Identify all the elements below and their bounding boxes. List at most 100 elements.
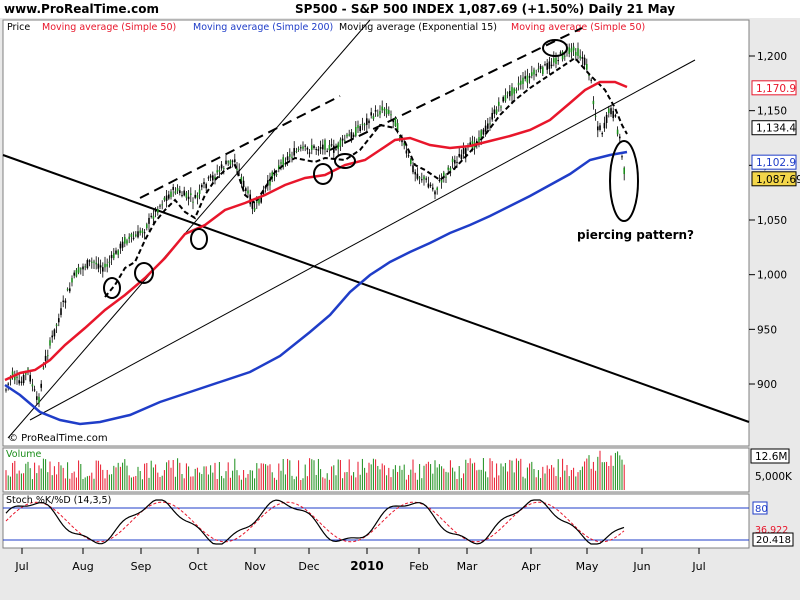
price-candle-body bbox=[174, 191, 177, 194]
price-candle-body bbox=[429, 184, 432, 187]
price-candle-body bbox=[513, 88, 515, 94]
price-candle-body bbox=[104, 263, 106, 268]
price-candle-body bbox=[278, 165, 280, 170]
price-candle-body bbox=[559, 52, 562, 54]
price-candle-body bbox=[594, 115, 597, 117]
price-candle-body bbox=[388, 110, 390, 114]
price-candle-body bbox=[557, 60, 559, 62]
price-candle-body bbox=[146, 224, 148, 229]
price-candle-body bbox=[170, 191, 172, 198]
price-candle-body bbox=[423, 176, 425, 180]
price-candle-body bbox=[99, 265, 102, 268]
x-tick-label: Jul bbox=[691, 560, 705, 573]
price-candle-body bbox=[69, 288, 71, 292]
price-candle-body bbox=[209, 175, 212, 178]
price-candle-body bbox=[132, 237, 135, 239]
price-candle-body bbox=[520, 80, 522, 85]
price-candle-body bbox=[14, 375, 16, 381]
price-candle-body bbox=[588, 74, 590, 76]
price-candle-body bbox=[564, 55, 566, 57]
price-candle-body bbox=[504, 95, 507, 101]
price-candle-body bbox=[253, 208, 256, 211]
price-candle-body bbox=[581, 56, 584, 59]
price-candle-body bbox=[201, 184, 203, 188]
price-candle-body bbox=[88, 260, 91, 262]
price-candle-body bbox=[245, 188, 247, 192]
price-candle-body bbox=[47, 355, 49, 357]
price-candle-body bbox=[555, 57, 557, 64]
price-candle-body bbox=[399, 136, 401, 139]
price-candle-body bbox=[168, 194, 170, 199]
volume-bars bbox=[5, 450, 625, 490]
price-candle-body bbox=[403, 143, 405, 146]
price-candle-body bbox=[124, 237, 126, 244]
price-candle-body bbox=[438, 179, 441, 181]
price-candle-body bbox=[414, 171, 416, 175]
price-candle-body bbox=[412, 165, 414, 173]
price-candle-body bbox=[51, 335, 53, 338]
price-candle-body bbox=[522, 77, 524, 84]
price-candle-body bbox=[454, 160, 456, 164]
price-candle-body bbox=[352, 134, 355, 137]
price-candle-body bbox=[77, 267, 80, 273]
price-candle-body bbox=[326, 150, 328, 152]
price-candle-body bbox=[449, 167, 452, 171]
price-candle-body bbox=[418, 177, 421, 179]
price-candle-body bbox=[53, 329, 56, 337]
price-candle-body bbox=[275, 174, 278, 176]
price-candle-body bbox=[511, 87, 513, 96]
legend-sma50-2: Moving average (Simple 50) bbox=[511, 22, 645, 33]
price-tag-label: 1,170.9 bbox=[756, 83, 796, 95]
price-candle-body bbox=[599, 125, 601, 130]
x-tick-label: Jul bbox=[14, 560, 28, 573]
price-candle-body bbox=[66, 288, 69, 291]
price-candle-body bbox=[97, 263, 100, 269]
price-candle-body bbox=[242, 180, 245, 188]
price-candle-body bbox=[621, 156, 623, 158]
price-candle-body bbox=[216, 170, 218, 173]
price-candle-body bbox=[223, 168, 225, 170]
price-candle-body bbox=[410, 159, 412, 164]
price-candle-body bbox=[583, 57, 586, 65]
price-candle-body bbox=[436, 187, 438, 191]
price-candle-body bbox=[190, 193, 192, 195]
steep-trend-line bbox=[7, 19, 371, 439]
price-tag-box bbox=[751, 120, 797, 136]
price-candle-body bbox=[108, 261, 111, 263]
price-candle-body bbox=[258, 197, 260, 204]
price-candle-body bbox=[542, 67, 544, 75]
price-candle-body bbox=[9, 377, 12, 380]
price-candle-body bbox=[25, 372, 27, 375]
price-candle-body bbox=[509, 90, 511, 97]
price-tag-box bbox=[751, 154, 797, 170]
legend-sma50: Moving average (Simple 50) bbox=[42, 22, 176, 33]
x-tick-label: Mar bbox=[457, 560, 478, 573]
annotation-circle bbox=[134, 262, 154, 284]
price-candle-body bbox=[348, 134, 350, 136]
price-candle-body bbox=[612, 110, 614, 119]
price-candle-body bbox=[324, 140, 326, 150]
annotation-circle bbox=[334, 153, 356, 169]
price-candle-body bbox=[36, 396, 38, 400]
price-candle-body bbox=[550, 64, 553, 67]
volume-tick-2: 5,000K bbox=[755, 471, 793, 483]
price-candle-body bbox=[251, 201, 254, 209]
price-candle-body bbox=[183, 190, 185, 196]
sma200-line bbox=[4, 150, 628, 426]
stoch-80-tag bbox=[752, 501, 768, 515]
price-candle-body bbox=[128, 236, 130, 240]
price-candle-body bbox=[218, 169, 221, 172]
price-candle-body bbox=[462, 148, 465, 154]
price-candle-body bbox=[181, 195, 183, 197]
price-candle-body bbox=[20, 381, 23, 383]
price-candle-body bbox=[377, 114, 379, 116]
price-candle-body bbox=[291, 156, 293, 158]
price-candle-body bbox=[548, 61, 551, 69]
price-candle-body bbox=[498, 101, 500, 106]
price-candle-body bbox=[295, 151, 298, 153]
price-candle-body bbox=[528, 76, 531, 78]
price-candle-body bbox=[416, 173, 419, 179]
price-candle-body bbox=[341, 138, 344, 141]
price-candle-body bbox=[553, 58, 555, 63]
price-candle-body bbox=[445, 176, 447, 178]
